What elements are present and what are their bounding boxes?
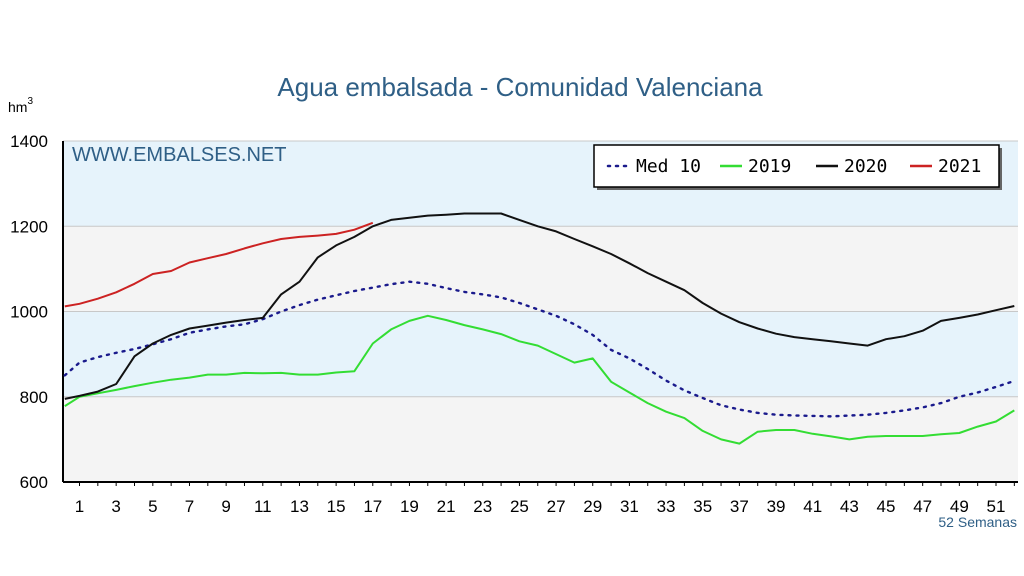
series-line-4: [64, 221, 374, 308]
legend: Med 10 2019 2020 2021: [593, 144, 1002, 190]
x-tick-label: 31: [620, 497, 639, 516]
x-tick-label: 51: [987, 497, 1006, 516]
x-tick-label: 33: [657, 497, 676, 516]
x-tick-label: 27: [547, 497, 566, 516]
chart-title: Agua embalsada - Comunidad Valenciana: [277, 72, 763, 102]
series-line-1: [63, 280, 1016, 418]
series-line-3: [64, 212, 1015, 400]
y-tick-label: 1000: [10, 303, 48, 322]
legend-label-2: 2019: [748, 156, 791, 177]
x-tick-label: 21: [437, 497, 456, 516]
x-tick-label: 15: [327, 497, 346, 516]
x-tick-label: 1: [75, 497, 84, 516]
x-tick-label: 17: [363, 497, 382, 516]
x-tick-label: 37: [730, 497, 749, 516]
y-axis-unit-base: hm: [8, 99, 27, 115]
x-tick-label: 39: [767, 497, 786, 516]
x-tick-label: 7: [185, 497, 194, 516]
x-tick-label: 9: [221, 497, 230, 516]
x-tick-label: 43: [840, 497, 859, 516]
x-tick-label: 23: [473, 497, 492, 516]
x-tick-label: 13: [290, 497, 309, 516]
plot-band: [63, 396, 1018, 482]
x-tick-label: 41: [803, 497, 822, 516]
x-tick-label: 29: [583, 497, 602, 516]
watermark-text: WWW.EMBALSES.NET: [72, 144, 286, 166]
plot-band: [63, 311, 1018, 397]
y-tick-label: 1400: [10, 132, 48, 151]
x-tick-label: 47: [913, 497, 932, 516]
y-tick-label: 600: [20, 473, 48, 492]
x-tick-label: 49: [950, 497, 969, 516]
y-tick-label: 800: [20, 388, 48, 407]
y-axis-unit-superscript: 3: [27, 96, 33, 107]
series-line-2: [64, 314, 1015, 445]
x-tick-label: 35: [693, 497, 712, 516]
x-axis-label: 52 Semanas: [938, 514, 1017, 530]
plot-band: [63, 226, 1018, 312]
y-tick-label: 1200: [10, 217, 48, 236]
y-axis-unit: hm3: [8, 96, 33, 115]
x-tick-label: 5: [148, 497, 157, 516]
x-tick-label: 25: [510, 497, 529, 516]
legend-label-1: Med 10: [636, 156, 701, 177]
x-tick-label: 11: [254, 497, 272, 516]
legend-label-4: 2021: [938, 156, 981, 177]
legend-label-3: 2020: [844, 156, 887, 177]
x-tick-label: 3: [111, 497, 120, 516]
x-tick-label: 19: [400, 497, 419, 516]
x-tick-label: 45: [877, 497, 896, 516]
